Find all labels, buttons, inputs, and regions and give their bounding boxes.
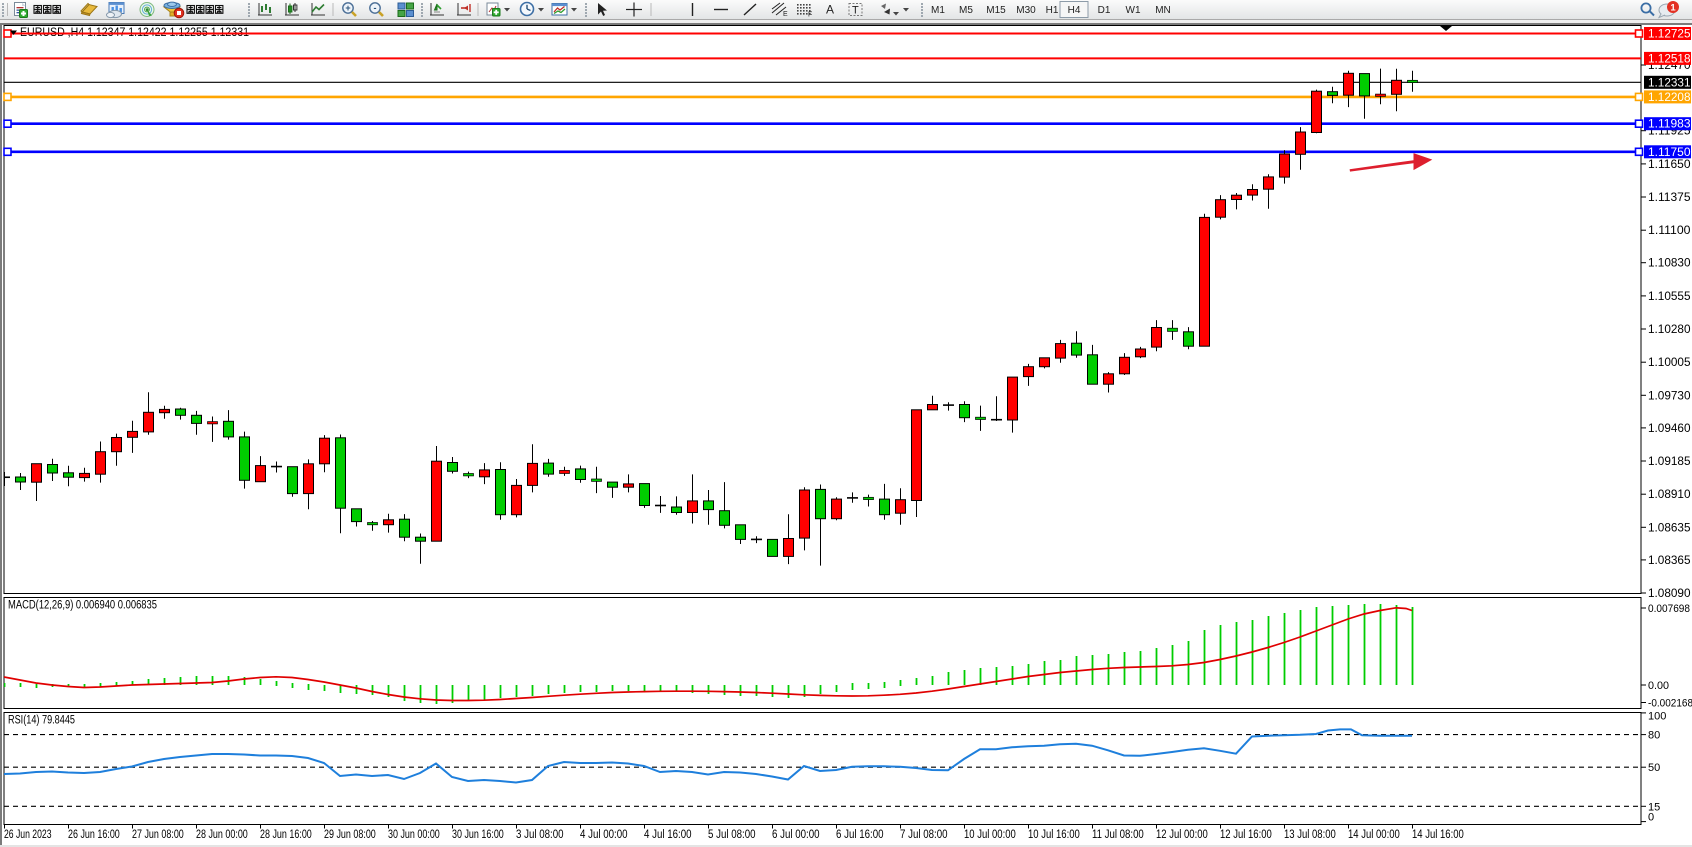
svg-text:11 Jul 08:00: 11 Jul 08:00: [1092, 829, 1144, 841]
svg-text:28 Jun 00:00: 28 Jun 00:00: [196, 829, 248, 841]
svg-text:1.12331: 1.12331: [1648, 77, 1691, 89]
svg-text:12 Jul 16:00: 12 Jul 16:00: [1220, 829, 1272, 841]
svg-text:-: -: [374, 3, 377, 13]
svg-text:28 Jun 16:00: 28 Jun 16:00: [260, 829, 312, 841]
svg-text:0: 0: [1648, 812, 1654, 824]
svg-text:4 Jul 00:00: 4 Jul 00:00: [580, 829, 628, 841]
svg-text:1.09460: 1.09460: [1648, 423, 1691, 435]
svg-text:27 Jun 08:00: 27 Jun 08:00: [132, 829, 184, 841]
svg-text:13 Jul 08:00: 13 Jul 08:00: [1284, 829, 1336, 841]
svg-text:10 Jul 00:00: 10 Jul 00:00: [964, 829, 1016, 841]
svg-text:6 Jul 16:00: 6 Jul 16:00: [836, 829, 884, 841]
svg-text:W1: W1: [1126, 5, 1141, 16]
svg-text:F: F: [808, 12, 812, 19]
svg-text:-0.002168: -0.002168: [1648, 698, 1692, 710]
svg-text:H1: H1: [1046, 5, 1059, 16]
svg-text:M5: M5: [959, 5, 973, 16]
svg-text:T: T: [852, 5, 859, 17]
svg-text:4 Jul 16:00: 4 Jul 16:00: [644, 829, 692, 841]
svg-text:M15: M15: [986, 5, 1006, 16]
svg-text:100: 100: [1648, 711, 1666, 723]
svg-text:1.08365: 1.08365: [1648, 555, 1691, 567]
svg-text:H4: H4: [1068, 5, 1081, 16]
svg-text:RSI(14) 79.8445: RSI(14) 79.8445: [8, 715, 75, 727]
svg-text:1.12725: 1.12725: [1648, 29, 1691, 41]
svg-text:14 Jul 16:00: 14 Jul 16:00: [1412, 829, 1464, 841]
svg-text:1.08635: 1.08635: [1648, 522, 1691, 534]
svg-text:1.10280: 1.10280: [1648, 324, 1691, 336]
svg-text:1.08910: 1.08910: [1648, 489, 1691, 501]
svg-text:A: A: [826, 3, 834, 17]
svg-text:1.11650: 1.11650: [1648, 159, 1691, 171]
svg-text:12 Jul 00:00: 12 Jul 00:00: [1156, 829, 1208, 841]
svg-text:1.11375: 1.11375: [1648, 192, 1691, 204]
svg-text:MN: MN: [1155, 5, 1171, 16]
svg-text:1.11983: 1.11983: [1648, 119, 1691, 131]
svg-text:15: 15: [1648, 801, 1660, 813]
svg-text:M30: M30: [1016, 5, 1036, 16]
svg-text:29 Jun 08:00: 29 Jun 08:00: [324, 829, 376, 841]
svg-text:MACD(12,26,9) 0.006940 0.00683: MACD(12,26,9) 0.006940 0.006835: [8, 600, 157, 612]
svg-text:1.10005: 1.10005: [1648, 357, 1691, 369]
svg-text:1.12518: 1.12518: [1648, 53, 1691, 65]
svg-text:D1: D1: [1098, 5, 1111, 16]
svg-text:7 Jul 08:00: 7 Jul 08:00: [900, 829, 948, 841]
svg-text:+: +: [345, 3, 350, 13]
svg-text:80: 80: [1648, 730, 1660, 742]
svg-text:M1: M1: [931, 5, 945, 16]
svg-text:14 Jul 00:00: 14 Jul 00:00: [1348, 829, 1400, 841]
svg-text:30 Jun 00:00: 30 Jun 00:00: [388, 829, 440, 841]
svg-text:3 Jul 08:00: 3 Jul 08:00: [516, 829, 564, 841]
svg-text:1.09730: 1.09730: [1648, 390, 1691, 402]
svg-text:1.11750: 1.11750: [1648, 147, 1691, 159]
svg-text:1.08090: 1.08090: [1648, 588, 1691, 600]
svg-text:E: E: [783, 11, 788, 18]
svg-text:1.12208: 1.12208: [1648, 92, 1691, 104]
svg-text:1.10830: 1.10830: [1648, 258, 1691, 270]
svg-text:10 Jul 16:00: 10 Jul 16:00: [1028, 829, 1080, 841]
svg-text:30 Jun 16:00: 30 Jun 16:00: [452, 829, 504, 841]
svg-text:1.09185: 1.09185: [1648, 456, 1691, 468]
svg-text:26 Jun 16:00: 26 Jun 16:00: [68, 829, 120, 841]
svg-text:1.10555: 1.10555: [1648, 291, 1691, 303]
svg-text:0.00: 0.00: [1648, 680, 1669, 692]
svg-text:1.11100: 1.11100: [1648, 225, 1691, 237]
svg-text:0.007698: 0.007698: [1648, 603, 1690, 615]
svg-text:26 Jun 2023: 26 Jun 2023: [4, 829, 52, 841]
svg-text:1: 1: [1670, 3, 1676, 14]
svg-text:5 Jul 08:00: 5 Jul 08:00: [708, 829, 756, 841]
svg-text:50: 50: [1648, 762, 1660, 774]
svg-text:6 Jul 00:00: 6 Jul 00:00: [772, 829, 820, 841]
